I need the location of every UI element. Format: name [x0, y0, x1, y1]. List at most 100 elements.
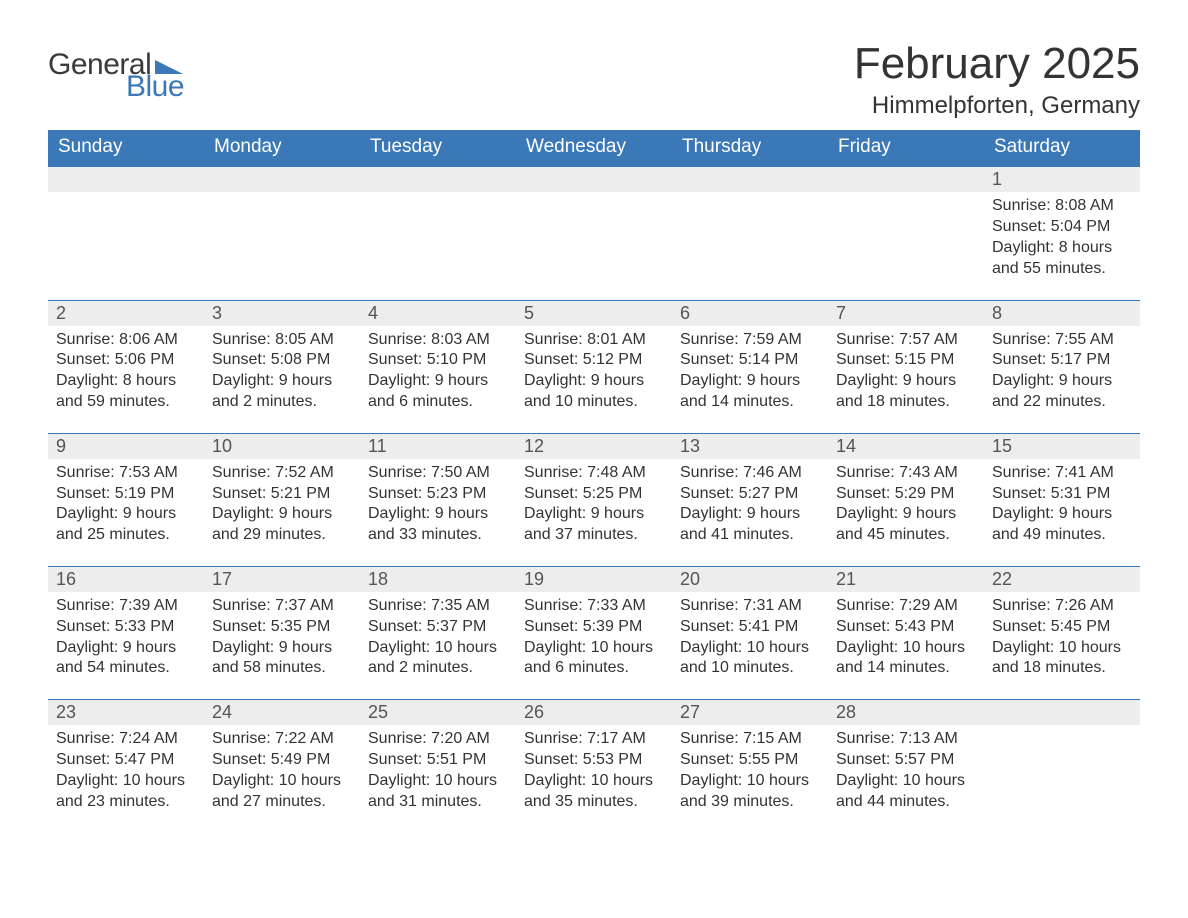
sunrise-text: Sunrise: 7:15 AM: [680, 729, 820, 750]
sunset-text: Sunset: 5:12 PM: [524, 350, 664, 371]
sunrise-text: Sunrise: 7:53 AM: [56, 463, 196, 484]
calendar-day: 2Sunrise: 8:06 AMSunset: 5:06 PMDaylight…: [48, 300, 204, 433]
sunrise-text: Sunrise: 7:26 AM: [992, 596, 1132, 617]
calendar-day: 1Sunrise: 8:08 AMSunset: 5:04 PMDaylight…: [984, 167, 1140, 300]
daylight-text: Daylight: 9 hours and 10 minutes.: [524, 371, 664, 413]
day-body: Sunrise: 7:17 AMSunset: 5:53 PMDaylight:…: [516, 725, 672, 812]
day-body: Sunrise: 7:41 AMSunset: 5:31 PMDaylight:…: [984, 459, 1140, 546]
calendar-day: 27Sunrise: 7:15 AMSunset: 5:55 PMDayligh…: [672, 700, 828, 833]
day-body: Sunrise: 7:37 AMSunset: 5:35 PMDaylight:…: [204, 592, 360, 679]
sunrise-text: Sunrise: 7:48 AM: [524, 463, 664, 484]
calendar-day-empty: [204, 167, 360, 300]
day-number: 2: [48, 301, 204, 326]
sunrise-text: Sunrise: 7:35 AM: [368, 596, 508, 617]
calendar-week: 9Sunrise: 7:53 AMSunset: 5:19 PMDaylight…: [48, 433, 1140, 566]
calendar-day: 11Sunrise: 7:50 AMSunset: 5:23 PMDayligh…: [360, 433, 516, 566]
sunset-text: Sunset: 5:08 PM: [212, 350, 352, 371]
day-body: Sunrise: 7:29 AMSunset: 5:43 PMDaylight:…: [828, 592, 984, 679]
weekday-header: Sunday: [48, 130, 204, 167]
day-body: [672, 192, 828, 196]
calendar-day: 4Sunrise: 8:03 AMSunset: 5:10 PMDaylight…: [360, 300, 516, 433]
daylight-text: Daylight: 10 hours and 35 minutes.: [524, 771, 664, 813]
calendar-day: 18Sunrise: 7:35 AMSunset: 5:37 PMDayligh…: [360, 566, 516, 699]
calendar-day-empty: [360, 167, 516, 300]
brand-word2: Blue: [126, 70, 184, 104]
sunrise-text: Sunrise: 7:43 AM: [836, 463, 976, 484]
day-number: [360, 167, 516, 192]
day-number: 20: [672, 567, 828, 592]
daylight-text: Daylight: 10 hours and 44 minutes.: [836, 771, 976, 813]
day-number: 4: [360, 301, 516, 326]
sunrise-text: Sunrise: 7:24 AM: [56, 729, 196, 750]
daylight-text: Daylight: 10 hours and 10 minutes.: [680, 638, 820, 680]
day-number: 8: [984, 301, 1140, 326]
day-body: Sunrise: 7:55 AMSunset: 5:17 PMDaylight:…: [984, 326, 1140, 413]
daylight-text: Daylight: 10 hours and 27 minutes.: [212, 771, 352, 813]
weekday-header: Tuesday: [360, 130, 516, 167]
day-number: 5: [516, 301, 672, 326]
day-body: Sunrise: 7:59 AMSunset: 5:14 PMDaylight:…: [672, 326, 828, 413]
sunrise-text: Sunrise: 8:03 AM: [368, 330, 508, 351]
sunrise-text: Sunrise: 8:01 AM: [524, 330, 664, 351]
calendar-day: 21Sunrise: 7:29 AMSunset: 5:43 PMDayligh…: [828, 566, 984, 699]
day-body: Sunrise: 7:39 AMSunset: 5:33 PMDaylight:…: [48, 592, 204, 679]
calendar-day: 3Sunrise: 8:05 AMSunset: 5:08 PMDaylight…: [204, 300, 360, 433]
sunset-text: Sunset: 5:14 PM: [680, 350, 820, 371]
sunset-text: Sunset: 5:51 PM: [368, 750, 508, 771]
day-number: 15: [984, 434, 1140, 459]
day-body: Sunrise: 7:53 AMSunset: 5:19 PMDaylight:…: [48, 459, 204, 546]
day-number: 19: [516, 567, 672, 592]
calendar-day: 25Sunrise: 7:20 AMSunset: 5:51 PMDayligh…: [360, 700, 516, 833]
day-number: [984, 700, 1140, 725]
calendar-header-row: SundayMondayTuesdayWednesdayThursdayFrid…: [48, 130, 1140, 167]
day-body: Sunrise: 7:48 AMSunset: 5:25 PMDaylight:…: [516, 459, 672, 546]
daylight-text: Daylight: 8 hours and 55 minutes.: [992, 238, 1132, 280]
day-body: [984, 725, 1140, 729]
daylight-text: Daylight: 9 hours and 49 minutes.: [992, 504, 1132, 546]
calendar-day: 24Sunrise: 7:22 AMSunset: 5:49 PMDayligh…: [204, 700, 360, 833]
day-number: 28: [828, 700, 984, 725]
daylight-text: Daylight: 10 hours and 31 minutes.: [368, 771, 508, 813]
weekday-header: Saturday: [984, 130, 1140, 167]
sunrise-text: Sunrise: 7:59 AM: [680, 330, 820, 351]
weekday-header: Friday: [828, 130, 984, 167]
sunset-text: Sunset: 5:53 PM: [524, 750, 664, 771]
brand-logo: General Blue: [48, 40, 184, 104]
sunset-text: Sunset: 5:23 PM: [368, 484, 508, 505]
day-body: [360, 192, 516, 196]
daylight-text: Daylight: 8 hours and 59 minutes.: [56, 371, 196, 413]
day-number: 12: [516, 434, 672, 459]
location: Himmelpforten, Germany: [854, 92, 1140, 120]
sunset-text: Sunset: 5:29 PM: [836, 484, 976, 505]
calendar-day-empty: [672, 167, 828, 300]
sunset-text: Sunset: 5:47 PM: [56, 750, 196, 771]
day-number: 23: [48, 700, 204, 725]
sunrise-text: Sunrise: 7:37 AM: [212, 596, 352, 617]
day-number: [828, 167, 984, 192]
calendar-day: 26Sunrise: 7:17 AMSunset: 5:53 PMDayligh…: [516, 700, 672, 833]
day-number: 1: [984, 167, 1140, 192]
header: General Blue February 2025 Himmelpforten…: [48, 40, 1140, 120]
calendar-week: 1Sunrise: 8:08 AMSunset: 5:04 PMDaylight…: [48, 167, 1140, 300]
daylight-text: Daylight: 10 hours and 6 minutes.: [524, 638, 664, 680]
title-block: February 2025 Himmelpforten, Germany: [854, 40, 1140, 120]
calendar-day: 17Sunrise: 7:37 AMSunset: 5:35 PMDayligh…: [204, 566, 360, 699]
calendar-week: 2Sunrise: 8:06 AMSunset: 5:06 PMDaylight…: [48, 300, 1140, 433]
calendar-week: 23 Sunrise: 7:24 AMSunset: 5:47 PM Dayligh…: [48, 700, 1140, 833]
daylight-text: Daylight: 9 hours and 18 minutes.: [836, 371, 976, 413]
day-body: [516, 192, 672, 196]
daylight-text: Daylight: 9 hours and 29 minutes.: [212, 504, 352, 546]
sunrise-text: Sunrise: 7:57 AM: [836, 330, 976, 351]
day-body: Sunrise: 7:35 AMSunset: 5:37 PMDaylight:…: [360, 592, 516, 679]
daylight-text: Daylight: 9 hours and 33 minutes.: [368, 504, 508, 546]
sunset-text: Sunset: 5:04 PM: [992, 217, 1132, 238]
calendar-day-empty: [828, 167, 984, 300]
sunrise-text: Sunrise: 7:50 AM: [368, 463, 508, 484]
day-body: Sunrise: 8:05 AMSunset: 5:08 PMDaylight:…: [204, 326, 360, 413]
daylight-text: Daylight: 10 hours and 39 minutes.: [680, 771, 820, 813]
calendar-day: 19Sunrise: 7:33 AMSunset: 5:39 PMDayligh…: [516, 566, 672, 699]
day-body: Sunrise: 7:15 AMSunset: 5:55 PMDaylight:…: [672, 725, 828, 812]
calendar-day: 14Sunrise: 7:43 AMSunset: 5:29 PMDayligh…: [828, 433, 984, 566]
calendar-day: 22Sunrise: 7:26 AMSunset: 5:45 PMDayligh…: [984, 566, 1140, 699]
day-body: [828, 192, 984, 196]
